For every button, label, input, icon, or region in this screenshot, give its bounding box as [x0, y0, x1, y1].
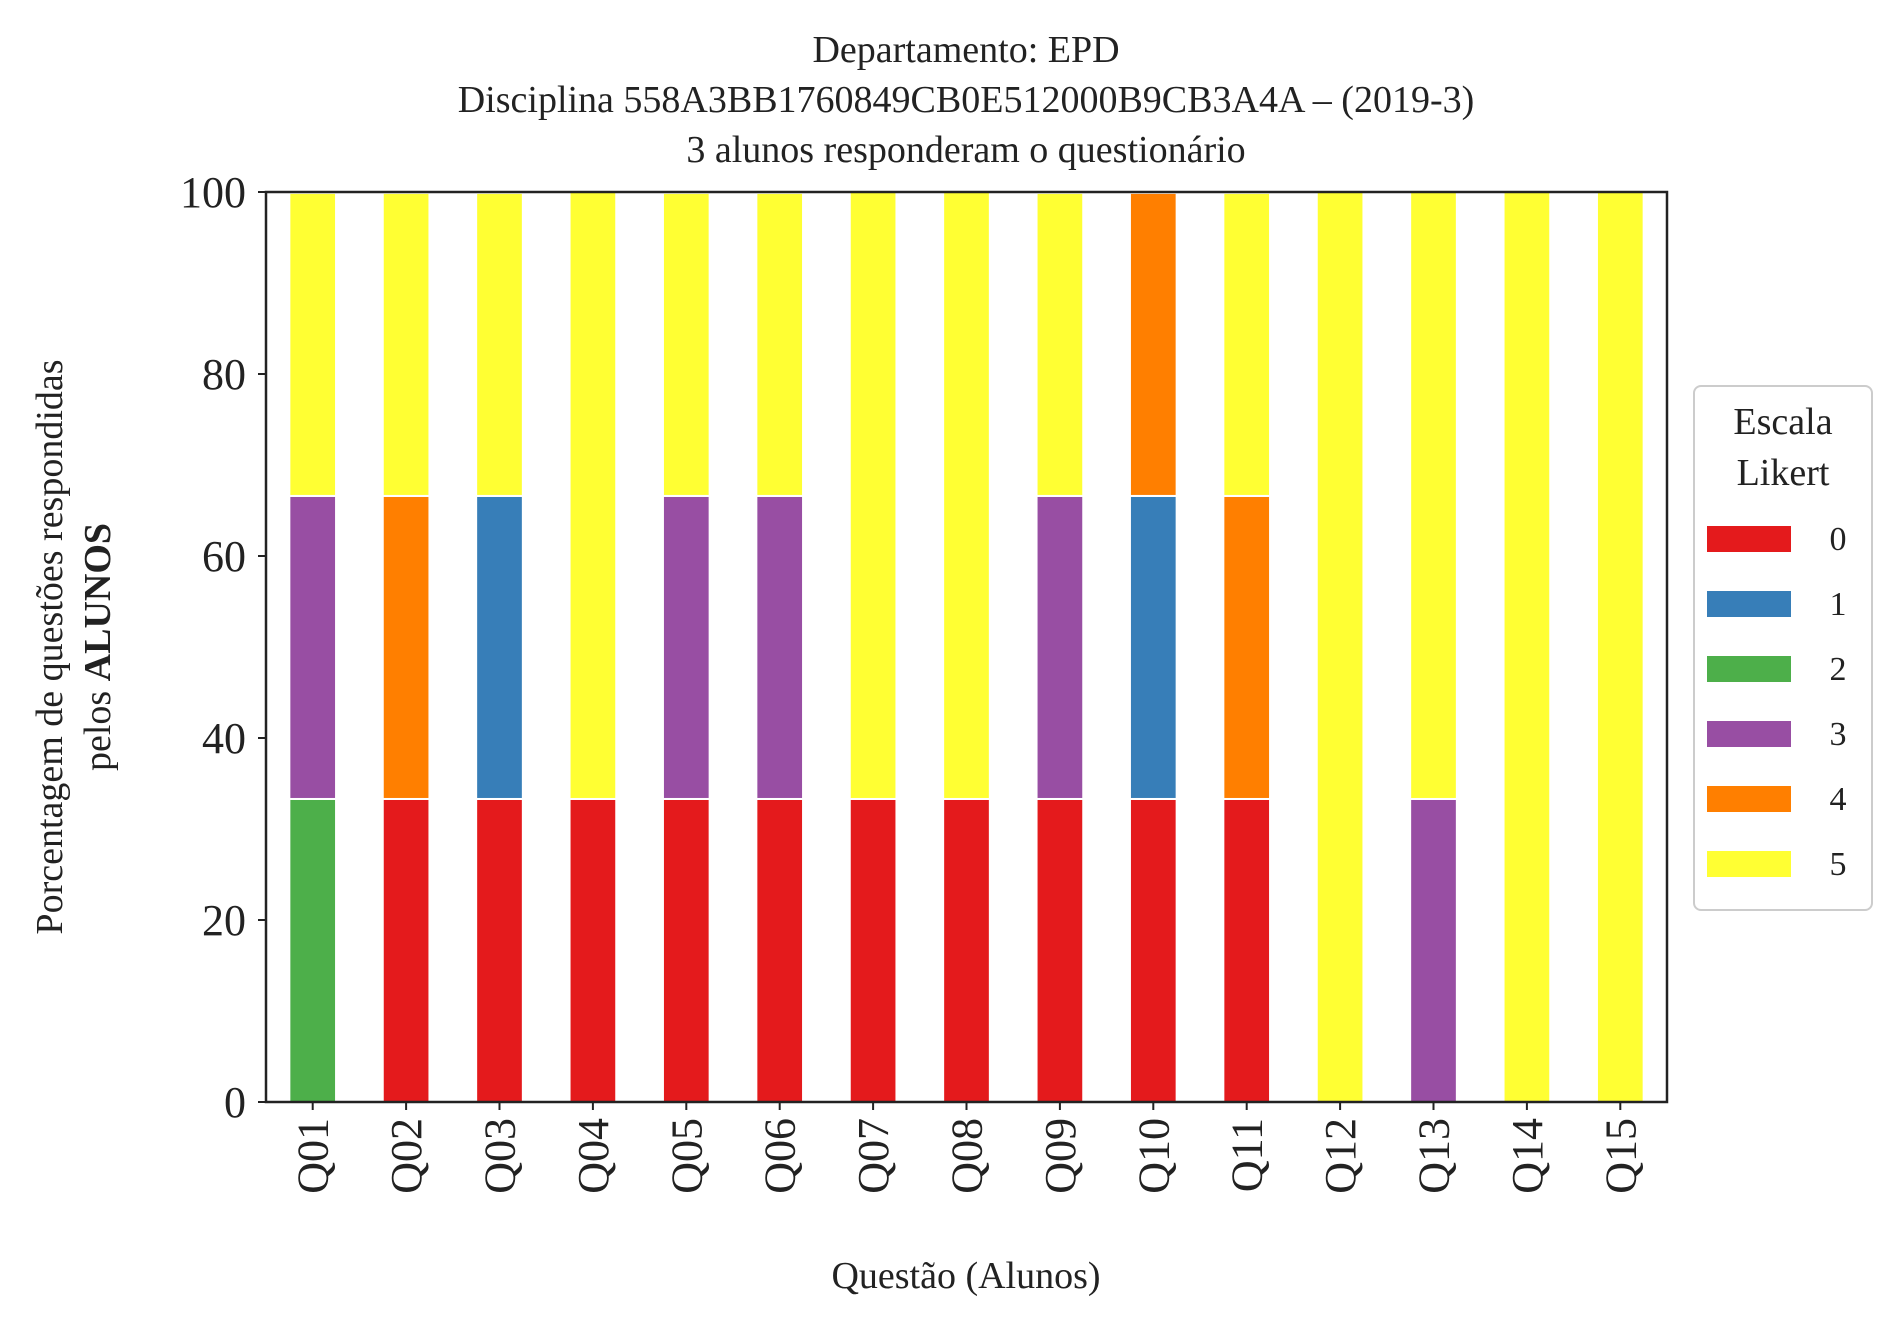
y-axis-label: Porcentagem de questões respondidas pelo…: [29, 359, 119, 934]
y-axis-label-line-1: Porcentagem de questões respondidas: [29, 359, 71, 934]
chart-title: Departamento: EPD Disciplina 558A3BB1760…: [458, 29, 1475, 171]
bar-Q02-likert-5: [381, 191, 431, 497]
bar-Q15-likert-5: [1595, 191, 1645, 1103]
bar-Q09-likert-0: [1035, 797, 1085, 1103]
bar-Q06-likert-3: [755, 494, 805, 800]
bar-Q11-likert-0: [1222, 797, 1272, 1103]
legend-label-5: 5: [1830, 846, 1847, 883]
bar-Q05-likert-0: [661, 797, 711, 1103]
legend-label-3: 3: [1830, 716, 1847, 753]
x-tick-label-Q06: Q06: [756, 1118, 805, 1194]
legend-label-2: 2: [1830, 651, 1847, 688]
x-tick-label-Q11: Q11: [1223, 1118, 1272, 1192]
bar-Q06-likert-5: [755, 191, 805, 497]
y-tick-label: 20: [202, 896, 246, 945]
bar-Q13-likert-3: [1409, 797, 1458, 1103]
legend-label-1: 1: [1830, 586, 1847, 623]
x-axis-ticks: Q01 Q02 Q03 Q04 Q05 Q06 Q07 Q08 Q09 Q10 Q11 Q12 Q13 Q…: [289, 1102, 1645, 1194]
legend: Escala Likert 0 1 2 3 4 5: [1693, 385, 1873, 911]
x-tick-label-Q15: Q15: [1596, 1118, 1645, 1194]
x-tick-label-Q05: Q05: [662, 1118, 711, 1194]
bar-Q14-likert-5: [1502, 191, 1552, 1103]
bar-Q03-likert-5: [475, 191, 524, 497]
title-line-2: Disciplina 558A3BB1760849CB0E512000B9CB3…: [458, 79, 1475, 121]
bar-Q07-likert-0: [848, 797, 898, 1103]
legend-swatch-4: [1707, 786, 1791, 812]
title-line-3: 3 alunos responderam o questionário: [686, 129, 1245, 171]
y-tick-label: 100: [180, 168, 246, 217]
y-axis-label-line-2: pelos ALUNOS: [77, 523, 119, 771]
x-tick-label-Q04: Q04: [569, 1118, 618, 1194]
bar-Q02-likert-0: [381, 797, 431, 1103]
x-axis-label: Questão (Alunos): [831, 1255, 1100, 1297]
bar-Q10-likert-4: [1128, 191, 1178, 497]
bar-Q01-likert-2: [288, 797, 338, 1103]
y-tick-label: 0: [224, 1078, 246, 1127]
bar-Q09-likert-5: [1035, 191, 1085, 497]
bar-Q01-likert-3: [288, 494, 338, 800]
bar-Q10-likert-1: [1128, 494, 1178, 800]
x-tick-label-Q07: Q07: [849, 1118, 898, 1194]
bar-Q13-likert-5: [1409, 191, 1458, 800]
y-axis-label-bold: ALUNOS: [77, 523, 119, 681]
y-tick-label: 40: [202, 714, 246, 763]
bar-Q04-likert-5: [568, 191, 618, 800]
legend-label-0: 0: [1830, 521, 1847, 558]
bar-Q07-likert-5: [848, 191, 898, 800]
x-tick-label-Q01: Q01: [289, 1118, 338, 1194]
bar-Q08-likert-0: [942, 797, 991, 1103]
bar-Q11-likert-5: [1222, 191, 1272, 497]
legend-box: [1693, 385, 1873, 911]
bar-Q06-likert-0: [755, 797, 805, 1103]
bar-Q03-likert-0: [475, 797, 524, 1103]
bar-Q05-likert-3: [661, 494, 711, 800]
bar-Q01-likert-5: [288, 191, 338, 497]
bar-Q08-likert-5: [942, 191, 991, 800]
bar-Q11-likert-4: [1222, 494, 1272, 800]
x-tick-label-Q08: Q08: [943, 1118, 992, 1194]
legend-title-line-1: Escala: [1733, 401, 1832, 443]
bar-Q04-likert-0: [568, 797, 618, 1103]
bar-Q03-likert-1: [475, 494, 524, 800]
y-tick-label: 80: [202, 350, 246, 399]
x-tick-label-Q12: Q12: [1316, 1118, 1365, 1194]
x-tick-label-Q10: Q10: [1129, 1118, 1178, 1194]
y-axis-ticks: 0 20 40 60 80 100: [180, 168, 266, 1127]
bars-group: [288, 191, 1645, 1103]
bar-Q10-likert-0: [1128, 797, 1178, 1103]
x-tick-label-Q02: Q02: [382, 1118, 431, 1194]
legend-swatch-1: [1707, 591, 1791, 617]
legend-swatch-2: [1707, 656, 1791, 682]
bar-Q05-likert-5: [661, 191, 711, 497]
legend-label-4: 4: [1830, 781, 1847, 818]
x-tick-label-Q09: Q09: [1036, 1118, 1085, 1194]
legend-swatch-0: [1707, 526, 1791, 552]
bar-Q12-likert-5: [1315, 191, 1365, 1103]
bar-Q09-likert-3: [1035, 494, 1085, 800]
y-tick-label: 60: [202, 532, 246, 581]
bar-Q02-likert-4: [381, 494, 431, 800]
legend-items: 0 1 2 3 4 5: [1707, 521, 1847, 883]
x-tick-label-Q14: Q14: [1503, 1118, 1552, 1194]
plot-frame: [264, 190, 1669, 1104]
y-axis-label-prefix: pelos: [77, 681, 119, 771]
title-line-1: Departamento: EPD: [812, 29, 1119, 71]
legend-swatch-5: [1707, 851, 1791, 877]
x-tick-label-Q03: Q03: [476, 1118, 525, 1194]
legend-swatch-3: [1707, 721, 1791, 747]
legend-title-line-2: Likert: [1737, 452, 1830, 494]
x-tick-label-Q13: Q13: [1410, 1118, 1459, 1194]
